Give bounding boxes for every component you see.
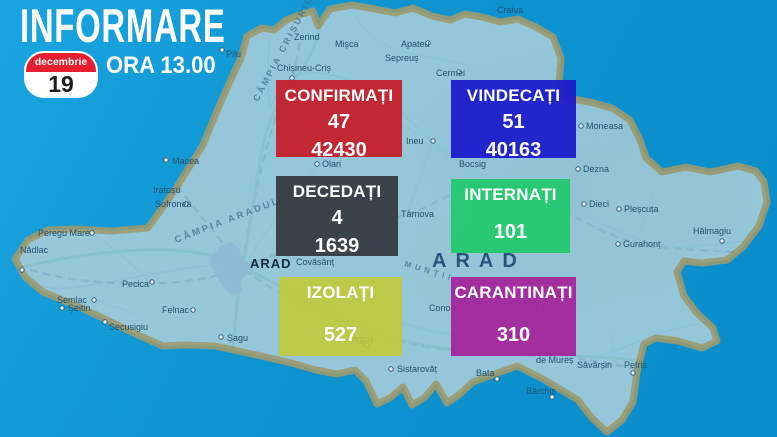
page-title: INFORMARE xyxy=(20,0,226,52)
town-label: Bata xyxy=(476,368,495,378)
stat-card-isolated: IZOLAȚI 527 xyxy=(279,277,402,356)
town-label: Conop xyxy=(429,303,456,313)
town-dot xyxy=(190,307,196,313)
town-dot xyxy=(163,157,169,163)
town-dot xyxy=(19,267,25,273)
stat-new-value: 4 xyxy=(331,207,343,229)
town-dot xyxy=(219,47,225,53)
stat-card-healed: VINDECAȚI 51 40163 xyxy=(451,80,576,161)
town-label: Pecica xyxy=(122,279,149,289)
calendar-icon: decembrie 19 xyxy=(24,50,98,98)
stat-card-deceased: DECEDAȚI 4 1639 xyxy=(276,176,398,257)
town-dot xyxy=(91,297,97,303)
town-dot xyxy=(456,69,462,75)
town-label: Pleșcuța xyxy=(624,204,659,214)
stat-total-value: 1639 xyxy=(314,235,360,257)
town-dot xyxy=(430,138,436,144)
town-label: Săvârșin xyxy=(577,360,612,370)
town-label: Ineu xyxy=(406,136,424,146)
town-dot xyxy=(59,305,65,311)
stat-total-value: 42430 xyxy=(311,139,367,161)
stat-new-value: 47 xyxy=(327,111,351,133)
town-label: de Mureș xyxy=(536,355,574,365)
stat-label: INTERNAȚI xyxy=(464,185,557,204)
stat-new-value: 51 xyxy=(502,111,525,133)
town-label: Gurahonț xyxy=(623,239,661,249)
town-label: Dieci xyxy=(589,199,609,209)
town-label: Nădlac xyxy=(20,245,49,255)
town-label: Macea xyxy=(172,156,199,166)
stat-value: 101 xyxy=(493,221,528,243)
town-dot xyxy=(218,334,224,340)
town-label: Sistarovăț xyxy=(397,364,438,374)
town-dot xyxy=(149,279,155,285)
stat-value: 527 xyxy=(323,324,358,346)
stat-total-value: 40163 xyxy=(485,139,542,161)
stat-label: IZOLAȚI xyxy=(306,283,375,302)
town-label: Șofronea xyxy=(155,199,192,209)
town-dot xyxy=(575,166,581,172)
town-label: Covăsânț xyxy=(296,257,335,267)
town-label: Șeitin xyxy=(68,303,91,313)
county-name-label: ARAD xyxy=(432,250,526,272)
stat-card-hospitalized: INTERNAȚI 101 xyxy=(451,179,570,253)
town-label: Pilu xyxy=(226,49,241,59)
stat-label: CARANTINAȚI xyxy=(454,283,573,302)
town-label: Zerind xyxy=(294,32,320,42)
town-dot xyxy=(102,319,108,325)
town-dot xyxy=(719,238,725,244)
header: INFORMARE decembrie 19 ORA 13.00 xyxy=(20,1,314,98)
town-label: Secusigiu xyxy=(109,322,148,332)
town-label: Peregu Mare xyxy=(38,228,90,238)
stat-card-confirmed: CONFIRMAȚI 47 42430 xyxy=(276,80,402,161)
town-label: Petriș xyxy=(624,360,648,370)
town-label: Mișca xyxy=(335,39,359,49)
town-dot xyxy=(425,40,431,46)
town-dot xyxy=(183,201,189,207)
town-label: Craiva xyxy=(497,5,523,15)
town-label: Felnac xyxy=(162,305,190,315)
city-label: ARAD xyxy=(250,256,292,271)
town-dot xyxy=(89,230,95,236)
stat-card-quarantined: CARANTINAȚI 310 xyxy=(451,277,576,356)
town-label: Dezna xyxy=(583,164,609,174)
time-label: ORA 13.00 xyxy=(106,51,216,79)
town-label: Șagu xyxy=(227,333,248,343)
town-label: Cermei xyxy=(436,68,465,78)
calendar-month-band: decembrie xyxy=(26,52,96,72)
town-label: Sepreuș xyxy=(385,53,419,63)
stat-value: 310 xyxy=(496,324,531,346)
town-label: Chișineu-Criș xyxy=(277,63,332,73)
stat-label: DECEDAȚI xyxy=(292,182,382,201)
town-label: Semlac xyxy=(57,295,88,305)
town-dot xyxy=(388,366,394,372)
town-dot xyxy=(630,370,636,376)
town-label: Târnova xyxy=(401,209,434,219)
town-dot xyxy=(549,394,555,400)
town-label: Hălmagiu xyxy=(693,226,731,236)
town-dot xyxy=(615,241,621,247)
town-dot xyxy=(581,201,587,207)
stat-label: CONFIRMAȚI xyxy=(284,86,394,105)
town-label: Iratoșu xyxy=(153,185,181,195)
town-dot xyxy=(314,161,320,167)
town-label: Moneasa xyxy=(586,121,623,131)
town-label: Olari xyxy=(322,159,341,169)
calendar-day: 19 xyxy=(48,70,74,97)
town-dot xyxy=(494,376,500,382)
stat-label: VINDECAȚI xyxy=(466,86,561,105)
town-label: Apateu xyxy=(401,39,430,49)
town-label: Bârchiș xyxy=(526,386,557,396)
town-dot xyxy=(616,206,622,212)
town-label: Bocsig xyxy=(459,159,486,169)
town-dot xyxy=(578,123,584,129)
